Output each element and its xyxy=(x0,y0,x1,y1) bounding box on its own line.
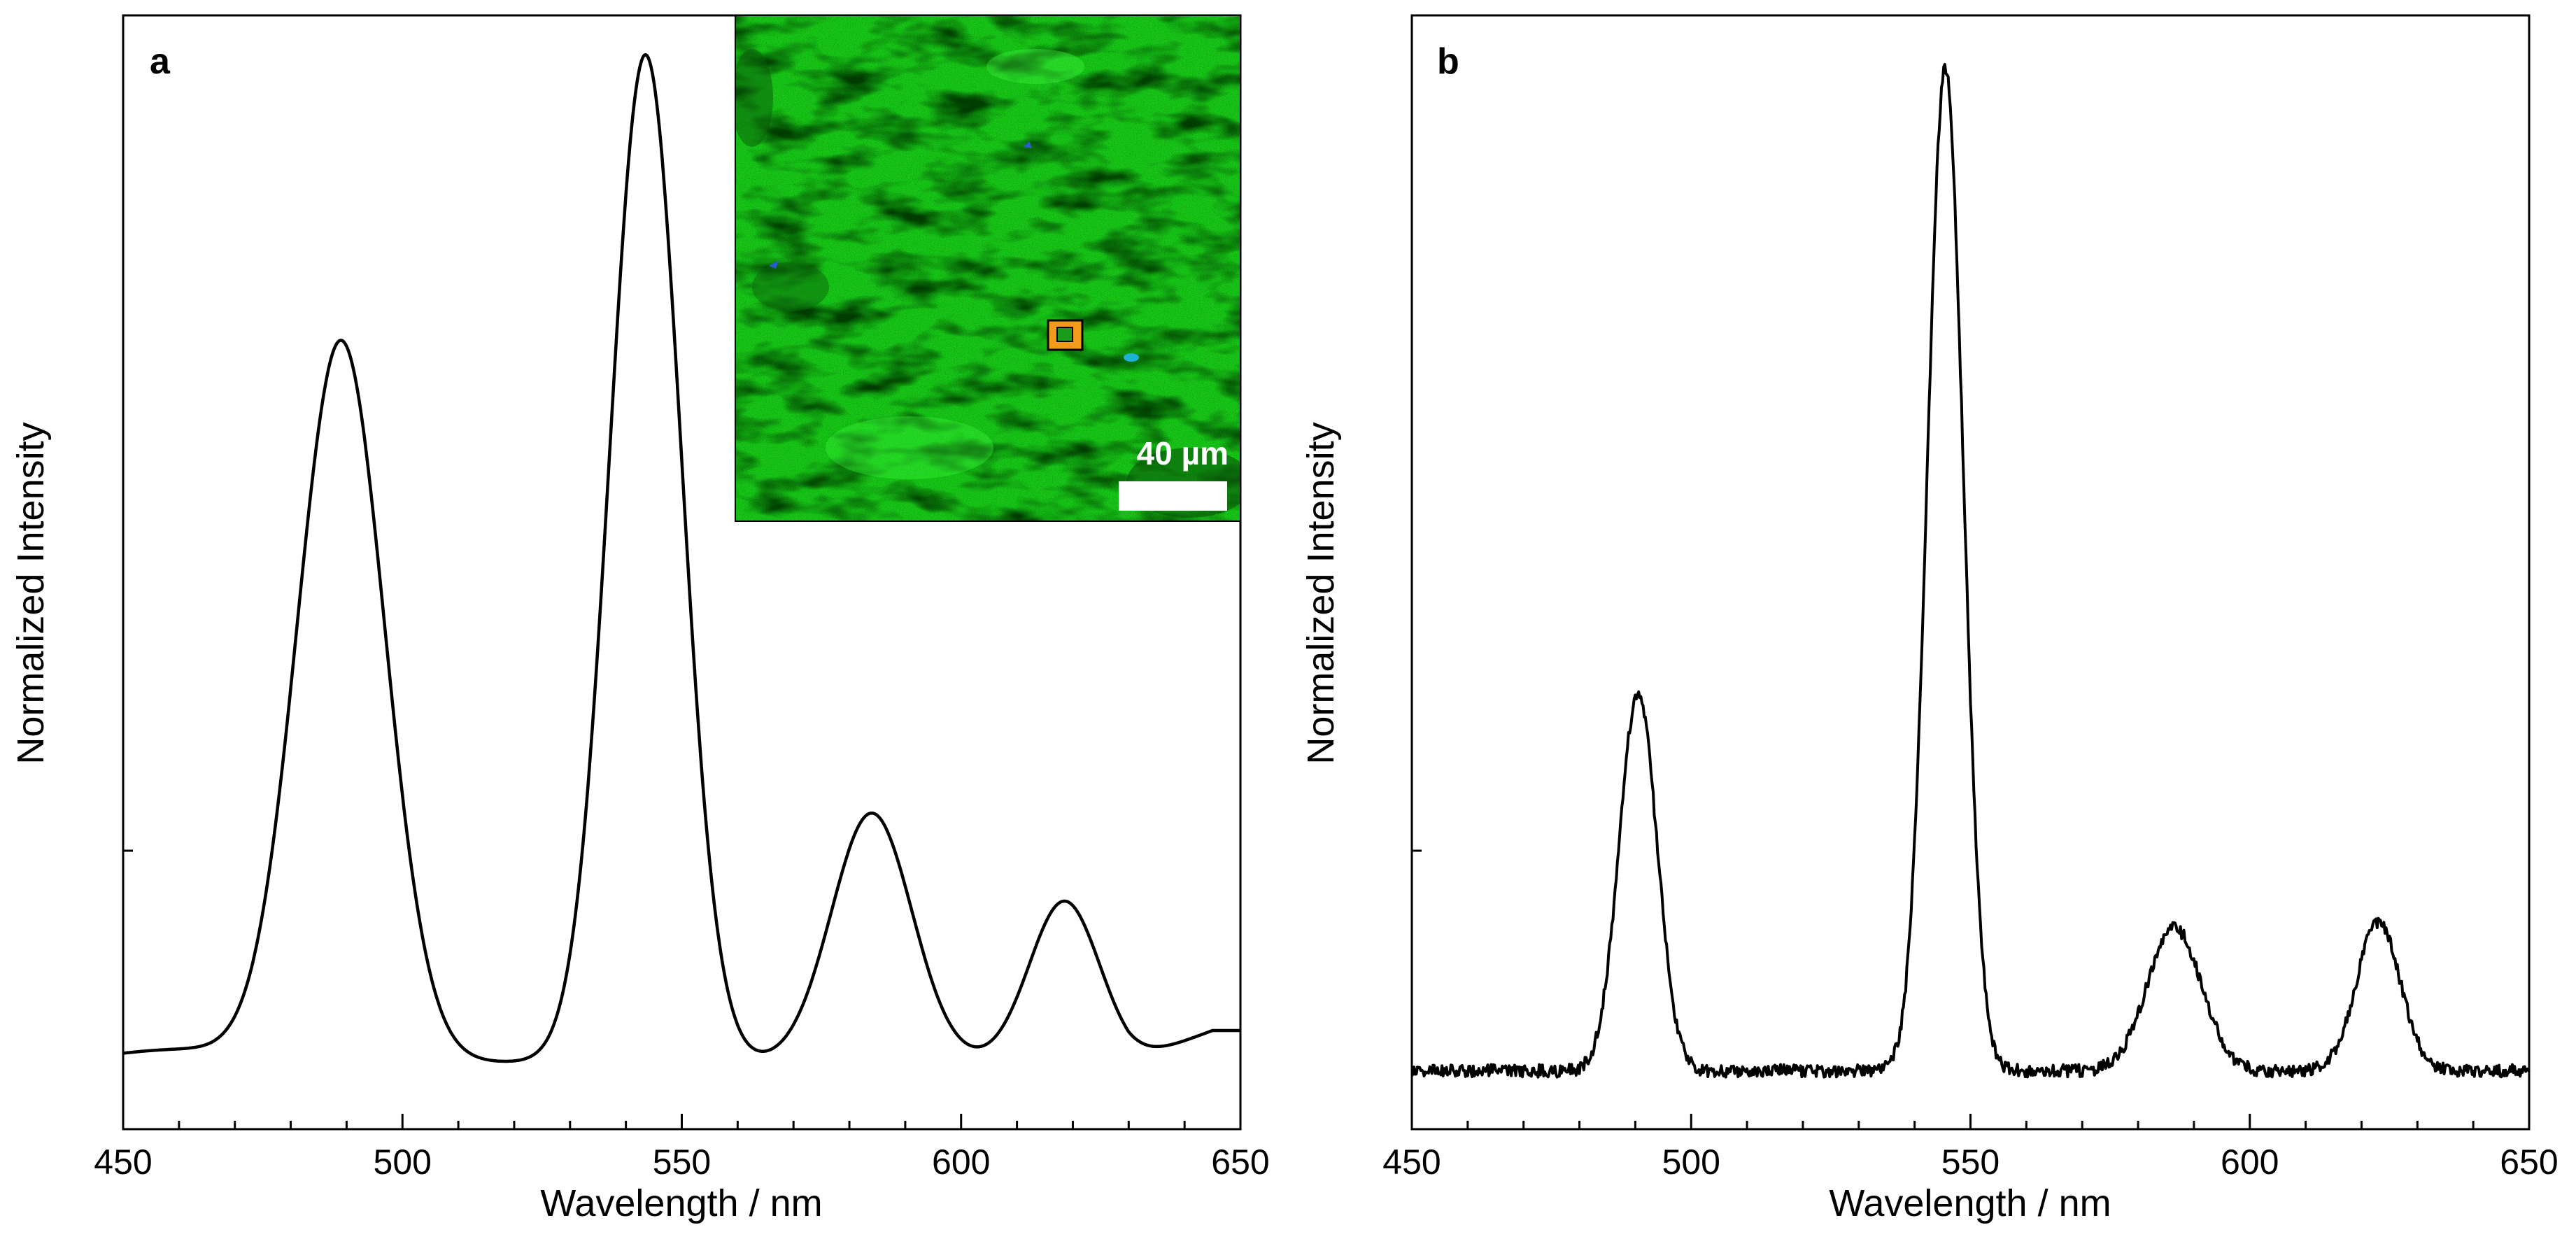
y-axis-title-b: Normalized Intensity xyxy=(1300,422,1342,764)
x-axis-ticks-a: 450 500 550 600 650 xyxy=(94,849,1270,1182)
y-axis-title-a: Normalized Intensity xyxy=(10,422,52,764)
scale-bar-label: 40 µm xyxy=(1137,435,1229,472)
x-tick-label: 600 xyxy=(932,1142,990,1182)
x-tick-label: 600 xyxy=(2221,1142,2279,1182)
x-tick-label: 450 xyxy=(1382,1142,1441,1182)
x-tick-label: 500 xyxy=(1662,1142,1720,1182)
panel-a: 40 µm a 450 500 550 600 650 Wavelength / nm … xyxy=(10,14,1270,1224)
panel-b: b 450 500 550 600 650 Wavelength / nm Normal… xyxy=(1300,14,2559,1224)
x-tick-label: 500 xyxy=(374,1142,432,1182)
x-axis-ticks-b: 450 500 550 600 650 xyxy=(1382,849,2559,1182)
inset-image: 40 µm xyxy=(735,15,1240,521)
x-axis-title-a: Wavelength / nm xyxy=(540,1182,822,1224)
x-axis-title-b: Wavelength / nm xyxy=(1829,1182,2111,1224)
spectrum-line-a xyxy=(122,52,1241,1063)
x-tick-label: 650 xyxy=(1211,1142,1269,1182)
scale-bar xyxy=(1119,481,1227,511)
x-tick-label: 450 xyxy=(94,1142,152,1182)
panel-label-b: b xyxy=(1437,41,1459,82)
panel-label-a: a xyxy=(150,41,171,82)
x-tick-label: 550 xyxy=(653,1142,711,1182)
inset-particle xyxy=(769,260,779,269)
inset-particle xyxy=(1124,353,1139,362)
x-tick-label: 550 xyxy=(1941,1142,2000,1182)
inset-particle xyxy=(1024,141,1032,148)
x-tick-label: 650 xyxy=(2500,1142,2558,1182)
spectrum-line-b xyxy=(1410,63,2531,1079)
